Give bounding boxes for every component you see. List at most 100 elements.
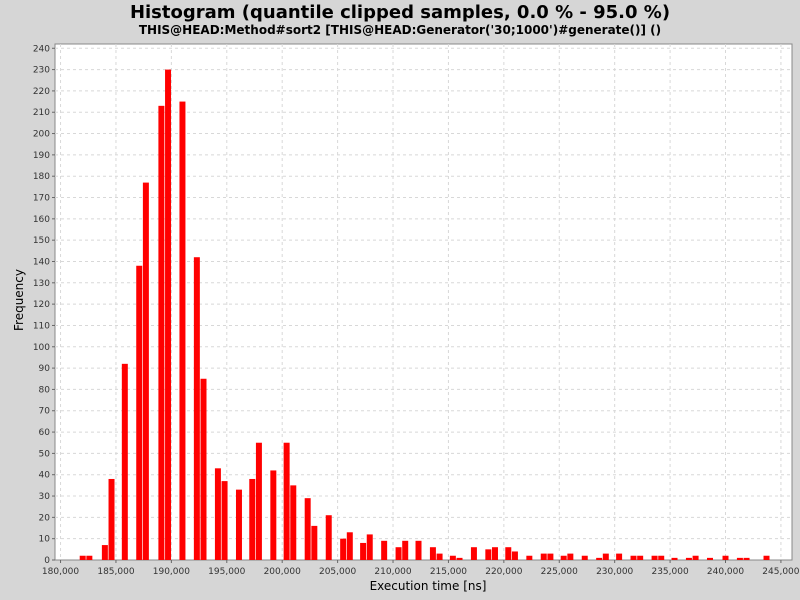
histogram-bar [567, 553, 574, 560]
histogram-bar [736, 557, 743, 560]
histogram-bar [193, 257, 200, 560]
histogram-bar [685, 557, 692, 560]
y-tick-label: 190 [33, 151, 50, 161]
histogram-bar [340, 538, 347, 560]
histogram-bar [706, 557, 713, 560]
bars [79, 69, 770, 561]
histogram-bar [671, 557, 678, 560]
y-tick-label: 220 [33, 87, 50, 97]
histogram-bar [470, 547, 477, 560]
histogram-bar [630, 555, 637, 560]
x-tick-label: 205,000 [319, 567, 356, 577]
histogram-bar [136, 265, 143, 560]
histogram-bar [658, 555, 665, 560]
histogram-bar [200, 378, 207, 560]
x-tick-label: 225,000 [541, 567, 578, 577]
histogram-bar [485, 549, 492, 560]
y-tick-label: 120 [33, 300, 50, 310]
y-tick-label: 180 [33, 172, 50, 182]
y-tick-label: 150 [33, 236, 50, 246]
histogram-bar [456, 557, 463, 560]
y-tick-label: 40 [39, 471, 51, 481]
y-tick-label: 30 [39, 492, 51, 502]
y-axis-ticks: 0 10 20 30 40 50 60 70 80 90 100 110 120 130 140 150 160… [33, 44, 55, 566]
x-tick-label: 235,000 [651, 567, 688, 577]
histogram-bar [436, 553, 443, 560]
histogram-bar [179, 101, 186, 560]
x-tick-label: 210,000 [374, 567, 411, 577]
histogram-bar [511, 551, 518, 560]
histogram-bar [395, 547, 402, 560]
histogram-bar [101, 545, 108, 560]
y-tick-label: 10 [39, 535, 51, 545]
y-tick-label: 0 [44, 556, 50, 566]
histogram-bar [283, 442, 290, 560]
histogram-bar [214, 468, 221, 560]
histogram-bar [311, 525, 318, 560]
histogram-bar [449, 555, 456, 560]
histogram-bar [429, 547, 436, 560]
y-tick-label: 200 [33, 130, 50, 140]
x-tick-label: 220,000 [485, 567, 522, 577]
histogram-bar [743, 557, 750, 560]
x-tick-label: 230,000 [596, 567, 633, 577]
x-tick-label: 240,000 [707, 567, 744, 577]
y-tick-label: 110 [33, 321, 50, 331]
histogram-bar [158, 105, 165, 560]
histogram-bar [402, 540, 409, 560]
y-tick-label: 210 [33, 108, 50, 118]
y-tick-label: 90 [39, 364, 51, 374]
histogram-bar [235, 489, 242, 560]
histogram-bar [86, 555, 93, 560]
chart-subtitle: THIS@HEAD:Method#sort2 [THIS@HEAD:Genera… [138, 23, 662, 37]
y-tick-label: 130 [33, 279, 50, 289]
histogram-bar [763, 555, 770, 560]
histogram-bar [596, 557, 603, 560]
histogram-bar [165, 69, 172, 560]
x-tick-label: 200,000 [264, 567, 301, 577]
y-tick-label: 140 [33, 257, 50, 267]
y-tick-label: 60 [39, 428, 51, 438]
x-axis-label: Execution time [ns] [370, 579, 487, 593]
histogram-bar [346, 532, 353, 560]
y-tick-label: 80 [39, 385, 51, 395]
x-tick-label: 215,000 [430, 567, 467, 577]
histogram-bar [415, 540, 422, 560]
y-tick-label: 70 [39, 407, 51, 417]
y-tick-label: 100 [33, 343, 50, 353]
histogram-bar [651, 555, 658, 560]
y-tick-label: 240 [33, 44, 50, 54]
histogram-bar [304, 498, 311, 560]
y-tick-label: 230 [33, 66, 50, 76]
histogram-bar [366, 534, 373, 560]
y-tick-label: 160 [33, 215, 50, 225]
y-tick-label: 20 [39, 513, 51, 523]
histogram-bar [602, 553, 609, 560]
y-axis-label: Frequency [12, 269, 26, 331]
histogram-bar [360, 542, 367, 560]
x-tick-label: 245,000 [762, 567, 799, 577]
histogram-bar [581, 555, 588, 560]
histogram-bar [249, 478, 256, 560]
histogram-bar [526, 555, 533, 560]
histogram-bar [547, 553, 554, 560]
grid-lines [55, 44, 792, 560]
histogram-bar [491, 547, 498, 560]
histogram-bar [692, 555, 699, 560]
histogram-bar [560, 555, 567, 560]
histogram-bar [255, 442, 262, 560]
histogram-bar [505, 547, 512, 560]
histogram-bar [270, 470, 277, 560]
histogram-bar [221, 481, 228, 560]
histogram-bar [108, 478, 115, 560]
x-tick-label: 190,000 [153, 567, 190, 577]
histogram-bar [121, 363, 128, 560]
plot-area [54, 43, 793, 561]
histogram-bar [142, 182, 149, 561]
histogram-bar [325, 515, 332, 560]
histogram-bar [722, 555, 729, 560]
y-tick-label: 170 [33, 194, 50, 204]
chart-title: Histogram (quantile clipped samples, 0.0… [129, 2, 671, 23]
histogram-bar [79, 555, 86, 560]
